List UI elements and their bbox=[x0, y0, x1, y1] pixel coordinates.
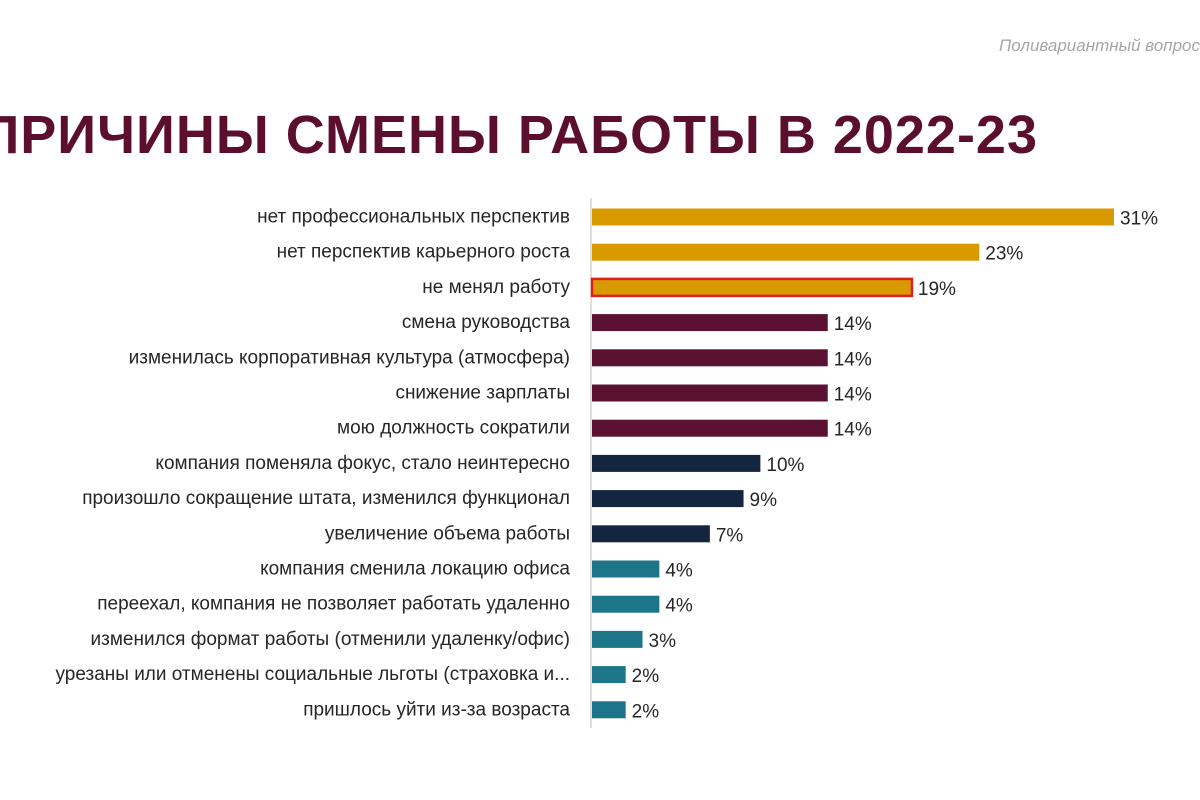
value-label: 2% bbox=[632, 666, 660, 687]
category-label: компания сменила локацию офиса bbox=[260, 559, 570, 580]
category-labels-group: нет профессиональных перспектив нет персп… bbox=[55, 207, 570, 721]
value-label: 3% bbox=[649, 631, 677, 652]
category-label: мою должность сократили bbox=[337, 418, 570, 439]
question-type-note: Поливариантный вопрос bbox=[998, 36, 1200, 55]
category-label: пришлось уйти из-за возраста bbox=[303, 699, 570, 720]
value-label: 14% bbox=[834, 349, 872, 370]
bar bbox=[592, 314, 828, 332]
bar bbox=[592, 349, 828, 367]
value-label: 10% bbox=[766, 455, 804, 476]
category-label: снижение зарплаты bbox=[395, 383, 570, 404]
value-label: 4% bbox=[665, 561, 693, 582]
category-label: изменилась корпоративная культура (атмос… bbox=[129, 347, 570, 368]
category-label: увеличение объема работы bbox=[325, 523, 570, 544]
category-label: нет перспектив карьерного роста bbox=[277, 242, 571, 263]
bar bbox=[592, 666, 626, 684]
category-label: изменился формат работы (отменили удален… bbox=[91, 629, 570, 650]
value-label: 7% bbox=[716, 525, 744, 546]
value-labels-group: 31% 23% 19% 14% 14% 14% 14% 10% 9% 7% 4% 4% 3% 2% 2% bbox=[632, 209, 1158, 723]
chart-title: ПРИЧИНЫ СМЕНЫ РАБОТЫ В 2022-23 bbox=[0, 105, 1038, 165]
bar bbox=[592, 419, 828, 437]
bar bbox=[592, 525, 710, 543]
bar bbox=[592, 208, 1114, 226]
category-label: урезаны или отменены социальные льготы (… bbox=[55, 664, 570, 685]
category-label: смена руководства bbox=[402, 312, 571, 333]
value-label: 14% bbox=[834, 420, 872, 441]
bars-group bbox=[590, 208, 1114, 719]
category-label: переехал, компания не позволяет работать… bbox=[97, 594, 570, 615]
category-label: произошло сокращение штата, изменился фу… bbox=[82, 488, 570, 509]
value-label: 9% bbox=[750, 490, 778, 511]
bar bbox=[592, 630, 643, 648]
value-label: 31% bbox=[1120, 209, 1158, 230]
bar bbox=[592, 490, 744, 508]
category-label: компания поменяла фокус, стало неинтерес… bbox=[155, 453, 570, 474]
bar bbox=[592, 243, 980, 261]
value-label: 4% bbox=[665, 596, 693, 617]
bar bbox=[592, 560, 660, 578]
bar bbox=[592, 384, 828, 402]
bar bbox=[592, 595, 660, 613]
value-label: 14% bbox=[834, 314, 872, 335]
value-label: 23% bbox=[985, 244, 1023, 265]
category-label: нет профессиональных перспектив bbox=[257, 207, 570, 228]
bar bbox=[592, 701, 626, 719]
value-label: 14% bbox=[834, 385, 872, 406]
value-label: 2% bbox=[632, 701, 660, 722]
bar bbox=[592, 454, 761, 472]
value-label: 19% bbox=[918, 279, 956, 300]
category-label: не менял работу bbox=[422, 277, 570, 298]
bar bbox=[590, 277, 914, 298]
